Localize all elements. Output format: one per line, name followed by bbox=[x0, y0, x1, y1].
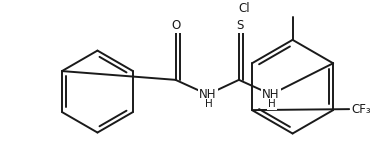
Text: NH: NH bbox=[262, 88, 280, 101]
Text: H: H bbox=[268, 99, 276, 109]
Text: H: H bbox=[205, 99, 212, 109]
Text: NH: NH bbox=[199, 88, 216, 101]
Text: Cl: Cl bbox=[238, 2, 250, 15]
Text: O: O bbox=[172, 19, 181, 32]
Text: S: S bbox=[236, 19, 243, 32]
Text: CF₃: CF₃ bbox=[351, 103, 371, 116]
